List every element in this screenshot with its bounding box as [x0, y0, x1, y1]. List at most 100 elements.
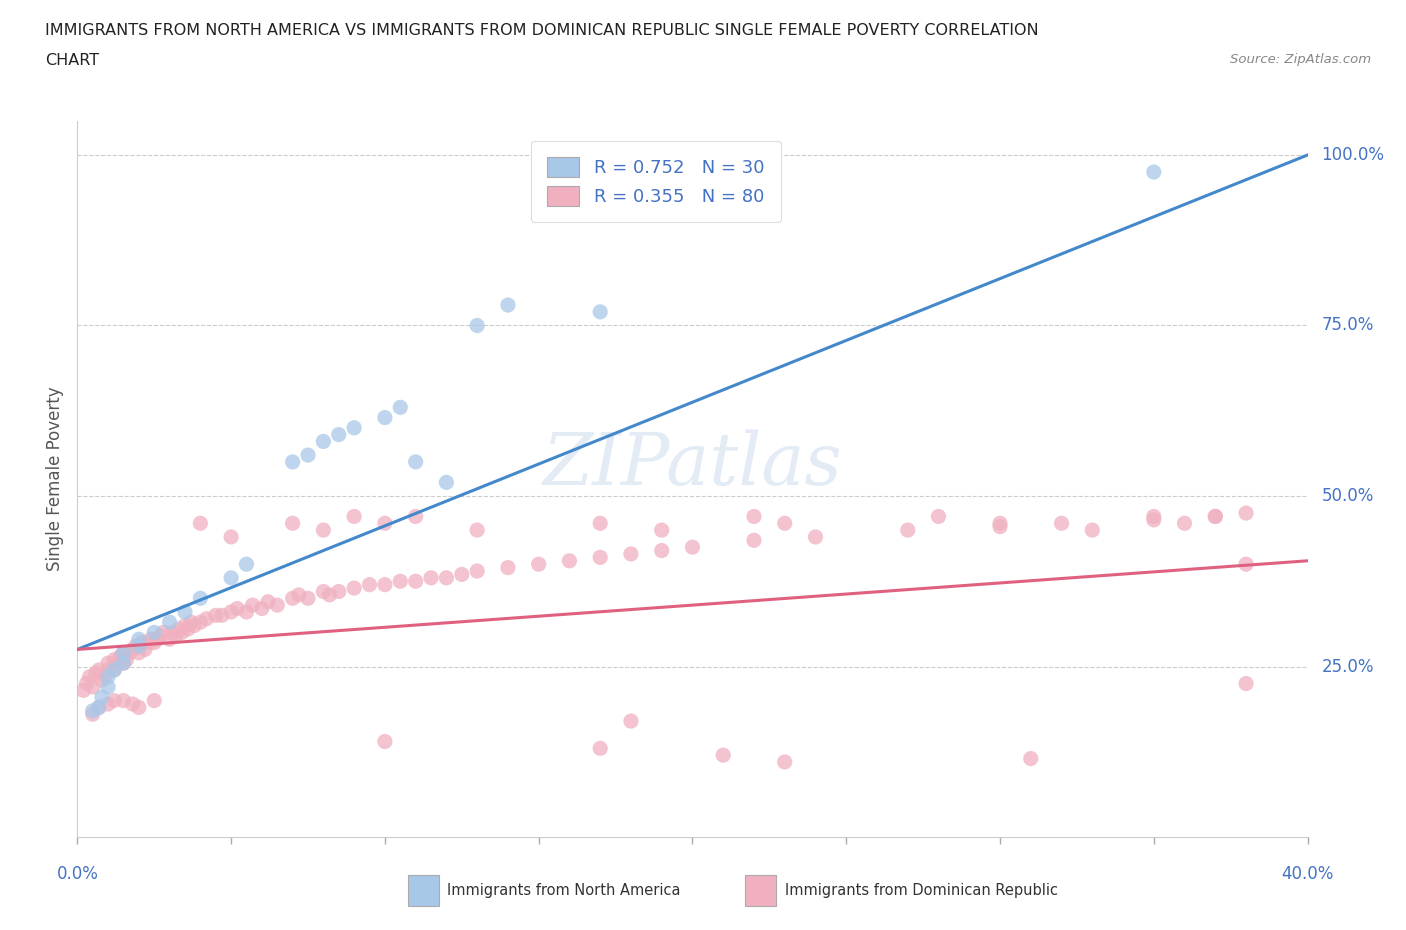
- Point: [143, 625, 166, 640]
- Point: [312, 434, 335, 449]
- Point: [527, 557, 550, 572]
- Text: 25.0%: 25.0%: [1322, 658, 1374, 675]
- Point: [82, 680, 104, 695]
- Point: [105, 656, 128, 671]
- Text: Source: ZipAtlas.com: Source: ZipAtlas.com: [1230, 53, 1371, 66]
- Point: [589, 516, 612, 531]
- Point: [112, 693, 135, 708]
- Point: [405, 574, 427, 589]
- Point: [143, 635, 166, 650]
- Point: [281, 516, 304, 531]
- Point: [1234, 506, 1257, 521]
- Point: [72, 683, 94, 698]
- Point: [219, 604, 242, 619]
- Point: [389, 574, 412, 589]
- Point: [159, 631, 181, 646]
- Point: [242, 598, 264, 613]
- Point: [374, 578, 396, 592]
- Point: [496, 298, 519, 312]
- Point: [188, 591, 212, 605]
- Point: [103, 652, 125, 667]
- Point: [149, 629, 172, 644]
- Point: [266, 598, 288, 613]
- Point: [1019, 751, 1042, 766]
- Point: [297, 447, 319, 462]
- Text: Immigrants from Dominican Republic: Immigrants from Dominican Republic: [785, 883, 1057, 898]
- Text: 40.0%: 40.0%: [1281, 865, 1334, 883]
- Point: [134, 642, 156, 657]
- Point: [226, 601, 249, 616]
- Point: [146, 631, 169, 646]
- Point: [1143, 165, 1166, 179]
- Point: [1234, 676, 1257, 691]
- Text: CHART: CHART: [45, 53, 98, 68]
- Point: [312, 523, 335, 538]
- Point: [465, 564, 488, 578]
- Point: [90, 672, 114, 687]
- Point: [450, 567, 472, 582]
- Point: [589, 304, 612, 319]
- Point: [180, 615, 202, 630]
- Point: [103, 662, 125, 677]
- Point: [1204, 509, 1226, 524]
- Point: [420, 570, 443, 585]
- Point: [343, 580, 366, 595]
- Point: [94, 670, 117, 684]
- Point: [620, 547, 643, 562]
- Point: [152, 625, 174, 640]
- Point: [465, 318, 488, 333]
- Point: [87, 700, 110, 715]
- Point: [183, 618, 205, 633]
- Point: [1081, 523, 1104, 538]
- Point: [589, 550, 612, 565]
- Point: [219, 570, 242, 585]
- Point: [651, 523, 673, 538]
- Point: [742, 509, 765, 524]
- Point: [82, 707, 104, 722]
- Point: [773, 754, 796, 769]
- Point: [97, 670, 120, 684]
- Point: [297, 591, 319, 605]
- Point: [97, 680, 120, 695]
- Point: [988, 519, 1011, 534]
- Point: [928, 509, 950, 524]
- Point: [103, 662, 125, 677]
- Point: [343, 420, 366, 435]
- Point: [143, 693, 166, 708]
- Point: [804, 529, 827, 544]
- Point: [125, 639, 148, 654]
- Point: [211, 608, 233, 623]
- Point: [389, 400, 412, 415]
- Point: [343, 509, 366, 524]
- Text: 100.0%: 100.0%: [1322, 146, 1385, 164]
- Point: [79, 670, 101, 684]
- Point: [436, 475, 458, 490]
- Point: [773, 516, 796, 531]
- Point: [174, 618, 197, 633]
- Point: [162, 625, 184, 640]
- Point: [170, 625, 193, 640]
- Point: [1143, 509, 1166, 524]
- Point: [374, 734, 396, 749]
- Point: [204, 608, 226, 623]
- Point: [1174, 516, 1197, 531]
- Point: [589, 741, 612, 756]
- Point: [359, 578, 381, 592]
- Point: [496, 560, 519, 575]
- Point: [128, 700, 150, 715]
- Point: [112, 656, 135, 671]
- Point: [897, 523, 920, 538]
- Point: [112, 656, 135, 671]
- Text: IMMIGRANTS FROM NORTH AMERICA VS IMMIGRANTS FROM DOMINICAN REPUBLIC SINGLE FEMAL: IMMIGRANTS FROM NORTH AMERICA VS IMMIGRA…: [45, 23, 1039, 38]
- Point: [87, 662, 110, 677]
- Point: [90, 690, 114, 705]
- Point: [136, 635, 159, 650]
- Point: [112, 645, 135, 660]
- Point: [84, 666, 107, 681]
- Point: [235, 604, 257, 619]
- Point: [620, 713, 643, 728]
- Point: [374, 516, 396, 531]
- Point: [288, 588, 311, 603]
- Point: [159, 615, 181, 630]
- Point: [711, 748, 734, 763]
